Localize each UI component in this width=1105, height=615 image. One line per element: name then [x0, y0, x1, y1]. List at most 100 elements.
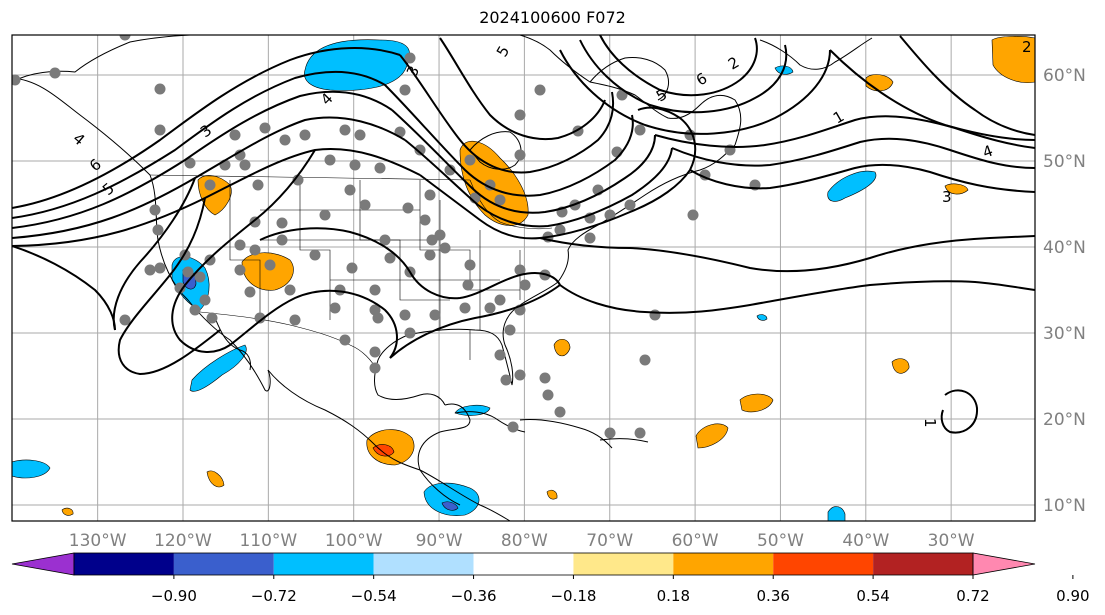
colorbar-tick-label: 0.36	[757, 587, 790, 605]
longitude-label: 60°W	[672, 531, 719, 551]
station-dot	[434, 229, 446, 241]
station-dot	[329, 302, 341, 314]
positive-anomaly-area	[944, 183, 969, 195]
station-dot	[154, 262, 166, 274]
colorbar-swatch	[873, 553, 973, 575]
station-dot	[249, 244, 261, 256]
station-dot	[199, 294, 211, 306]
station-dot	[399, 84, 411, 96]
station-dot	[182, 266, 194, 278]
station-dot	[279, 134, 291, 146]
station-dot	[354, 129, 366, 141]
station-dot	[539, 372, 551, 384]
station-dot	[359, 199, 371, 211]
station-dot	[554, 224, 566, 236]
station-dot	[419, 214, 431, 226]
longitude-label: 120°W	[154, 531, 212, 551]
station-dot	[154, 124, 166, 136]
station-dot	[189, 304, 201, 316]
station-dot	[374, 162, 386, 174]
station-dot	[514, 109, 526, 121]
latitude-label: 40°N	[1043, 238, 1086, 258]
negative-anomaly-area	[827, 170, 877, 202]
latitude-label: 60°N	[1043, 66, 1086, 86]
station-dot	[309, 249, 321, 261]
colorbar-tick-label: −0.72	[251, 587, 297, 605]
station-dot	[154, 83, 166, 95]
station-dot	[649, 309, 661, 321]
negative-anomaly-area	[423, 482, 480, 516]
station-dot	[206, 312, 218, 324]
station-dot	[404, 327, 416, 339]
contour-label: 2	[1022, 38, 1032, 56]
station-dot	[639, 354, 651, 366]
map-panel	[12, 35, 1035, 521]
longitude-label: 80°W	[501, 531, 548, 551]
colorbar-swatch	[473, 553, 574, 575]
station-dot	[429, 309, 441, 321]
colorbar-tick-label: 0.72	[956, 587, 989, 605]
contour-label: 1	[921, 418, 939, 428]
longitude-label: 50°W	[757, 531, 804, 551]
station-dot	[194, 271, 206, 283]
colorbar-swatch	[173, 553, 274, 575]
station-dot	[519, 279, 531, 291]
station-dot	[319, 209, 331, 221]
negative-anomaly-area	[756, 314, 768, 321]
station-dot	[276, 217, 288, 229]
map-frame	[11, 34, 1036, 522]
longitude-label: 70°W	[586, 531, 633, 551]
negative-anomaly-area	[189, 344, 247, 392]
station-dot	[484, 302, 496, 314]
station-dot	[514, 264, 526, 276]
longitude-label: 90°W	[416, 531, 463, 551]
positive-anomaly-area	[61, 507, 74, 516]
latitude-label: 20°N	[1043, 410, 1086, 430]
station-dot	[379, 234, 391, 246]
station-dot	[399, 309, 411, 321]
station-dot	[439, 242, 451, 254]
positive-anomaly-area	[553, 339, 571, 357]
station-dot	[494, 194, 506, 206]
station-dot	[534, 84, 546, 96]
negative-anomaly-area	[441, 501, 459, 511]
colorbar	[11, 552, 1036, 576]
negative-anomaly-area	[12, 459, 51, 479]
positive-anomaly-area	[891, 358, 910, 374]
positive-anomaly-area	[206, 470, 225, 488]
station-dot	[424, 249, 436, 261]
station-dot	[444, 164, 456, 176]
colorbar-outline	[73, 552, 974, 576]
negative-anomaly-area	[304, 39, 410, 91]
station-markers	[12, 35, 761, 439]
longitude-labels: 130°W 120°W 110°W 100°W 90°W 80°W 70°W 60°W 50°W…	[69, 531, 975, 551]
station-dot	[464, 154, 476, 166]
station-dot	[404, 52, 416, 64]
station-dot	[284, 284, 296, 296]
colorbar-swatch	[373, 553, 474, 575]
station-dot	[289, 314, 301, 326]
station-dot	[334, 284, 346, 296]
colorbar-tick-label: −0.36	[451, 587, 497, 605]
latitude-label: 30°N	[1043, 324, 1086, 344]
station-dot	[624, 199, 636, 211]
station-dot	[49, 67, 61, 79]
colorbar-tick-labels: −0.90 −0.72 −0.54 −0.36 −0.18 0.18 0.36 0.54 0.7…	[151, 575, 1090, 605]
colorbar-tick-label: −0.18	[550, 587, 596, 605]
station-dot	[634, 124, 646, 136]
latitude-label: 50°N	[1043, 152, 1086, 172]
station-dot	[264, 259, 276, 271]
latitude-label: 10°N	[1043, 496, 1086, 516]
station-dot	[500, 374, 512, 386]
longitude-label: 30°W	[928, 531, 975, 551]
station-dot	[339, 334, 351, 346]
station-dot	[494, 349, 506, 361]
longitude-label: 100°W	[325, 531, 383, 551]
station-dot	[346, 262, 358, 274]
station-dot	[119, 35, 131, 41]
station-dot	[604, 209, 616, 221]
station-dot	[504, 324, 516, 336]
station-dot	[372, 312, 384, 324]
colorbar-swatch	[74, 553, 174, 575]
